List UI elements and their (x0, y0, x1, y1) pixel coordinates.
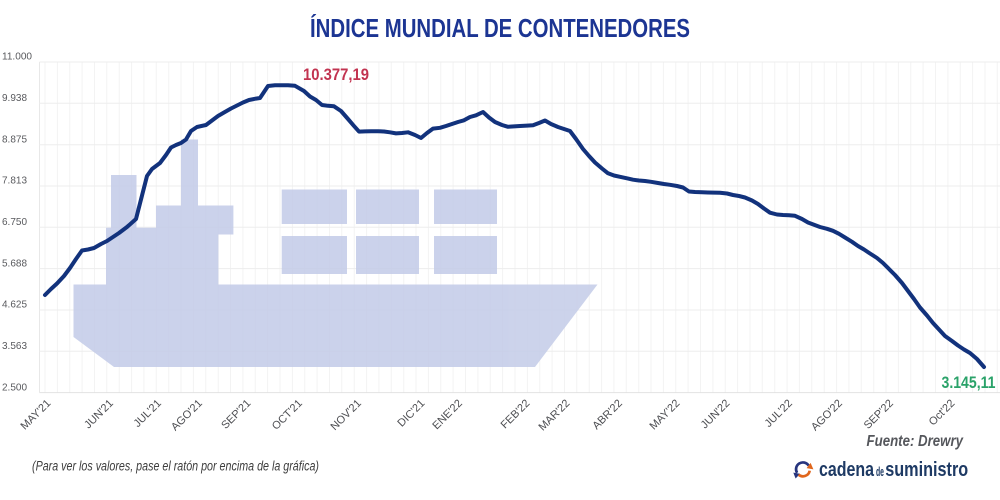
svg-text:suministro: suministro (885, 458, 968, 481)
svg-text:7.813: 7.813 (2, 175, 27, 187)
svg-text:Fuente: Drewry: Fuente: Drewry (867, 433, 964, 450)
svg-text:6.750: 6.750 (2, 216, 27, 228)
svg-text:ÍNDICE MUNDIAL DE CONTENEDORES: ÍNDICE MUNDIAL DE CONTENEDORES (310, 13, 690, 43)
svg-text:3.563: 3.563 (2, 340, 27, 352)
svg-text:11.000: 11.000 (2, 51, 32, 63)
svg-text:9.938: 9.938 (2, 92, 27, 104)
svg-text:de: de (876, 464, 884, 479)
svg-text:cadena: cadena (819, 458, 874, 481)
svg-text:5.688: 5.688 (2, 257, 27, 269)
svg-text:2.500: 2.500 (2, 381, 27, 393)
svg-text:8.875: 8.875 (2, 133, 27, 145)
svg-text:10.377,19: 10.377,19 (303, 65, 369, 84)
svg-text:(Para ver los valores, pase el: (Para ver los valores, pase el ratón por… (32, 459, 319, 474)
svg-text:3.145,11: 3.145,11 (942, 373, 996, 392)
svg-text:4.625: 4.625 (2, 299, 27, 311)
